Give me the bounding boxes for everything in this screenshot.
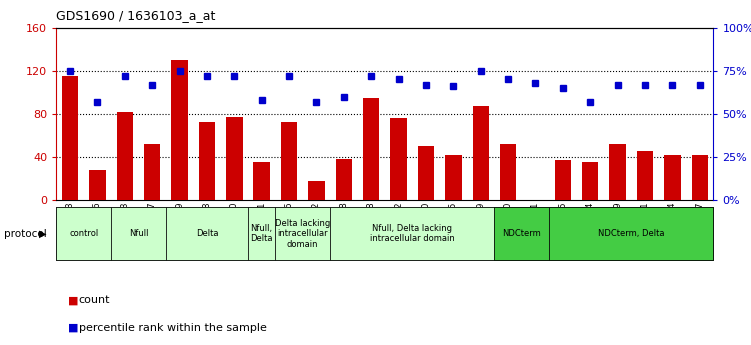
Text: control: control bbox=[69, 229, 98, 238]
Text: ■: ■ bbox=[68, 295, 78, 305]
Text: NDCterm: NDCterm bbox=[502, 229, 541, 238]
Bar bbox=[637, 150, 653, 200]
Bar bbox=[336, 159, 352, 200]
Bar bbox=[555, 160, 571, 200]
Bar bbox=[500, 144, 517, 200]
Text: NDCterm, Delta: NDCterm, Delta bbox=[598, 229, 665, 238]
Bar bbox=[391, 118, 407, 200]
Bar bbox=[472, 106, 489, 200]
Bar bbox=[692, 155, 708, 200]
Bar bbox=[582, 162, 599, 200]
Bar bbox=[226, 117, 243, 200]
Bar bbox=[664, 155, 680, 200]
Bar bbox=[171, 60, 188, 200]
Bar bbox=[253, 162, 270, 200]
Text: Nfull,
Delta: Nfull, Delta bbox=[250, 224, 273, 244]
Bar bbox=[363, 98, 379, 200]
Bar bbox=[281, 122, 297, 200]
Bar bbox=[89, 170, 106, 200]
Bar bbox=[609, 144, 626, 200]
Text: GDS1690 / 1636103_a_at: GDS1690 / 1636103_a_at bbox=[56, 9, 216, 22]
Text: Delta lacking
intracellular
domain: Delta lacking intracellular domain bbox=[275, 219, 330, 249]
Text: percentile rank within the sample: percentile rank within the sample bbox=[79, 323, 267, 333]
Text: ▶: ▶ bbox=[39, 229, 47, 239]
Text: count: count bbox=[79, 295, 110, 305]
Text: Nfull, Delta lacking
intracellular domain: Nfull, Delta lacking intracellular domai… bbox=[370, 224, 454, 244]
Bar bbox=[144, 144, 161, 200]
Text: ■: ■ bbox=[68, 323, 78, 333]
Bar bbox=[199, 122, 215, 200]
Text: Delta: Delta bbox=[196, 229, 219, 238]
Bar bbox=[116, 112, 133, 200]
Bar bbox=[418, 146, 434, 200]
Text: Nfull: Nfull bbox=[128, 229, 148, 238]
Bar bbox=[445, 155, 462, 200]
Bar bbox=[62, 76, 78, 200]
Bar bbox=[308, 181, 324, 200]
Text: protocol: protocol bbox=[4, 229, 47, 239]
